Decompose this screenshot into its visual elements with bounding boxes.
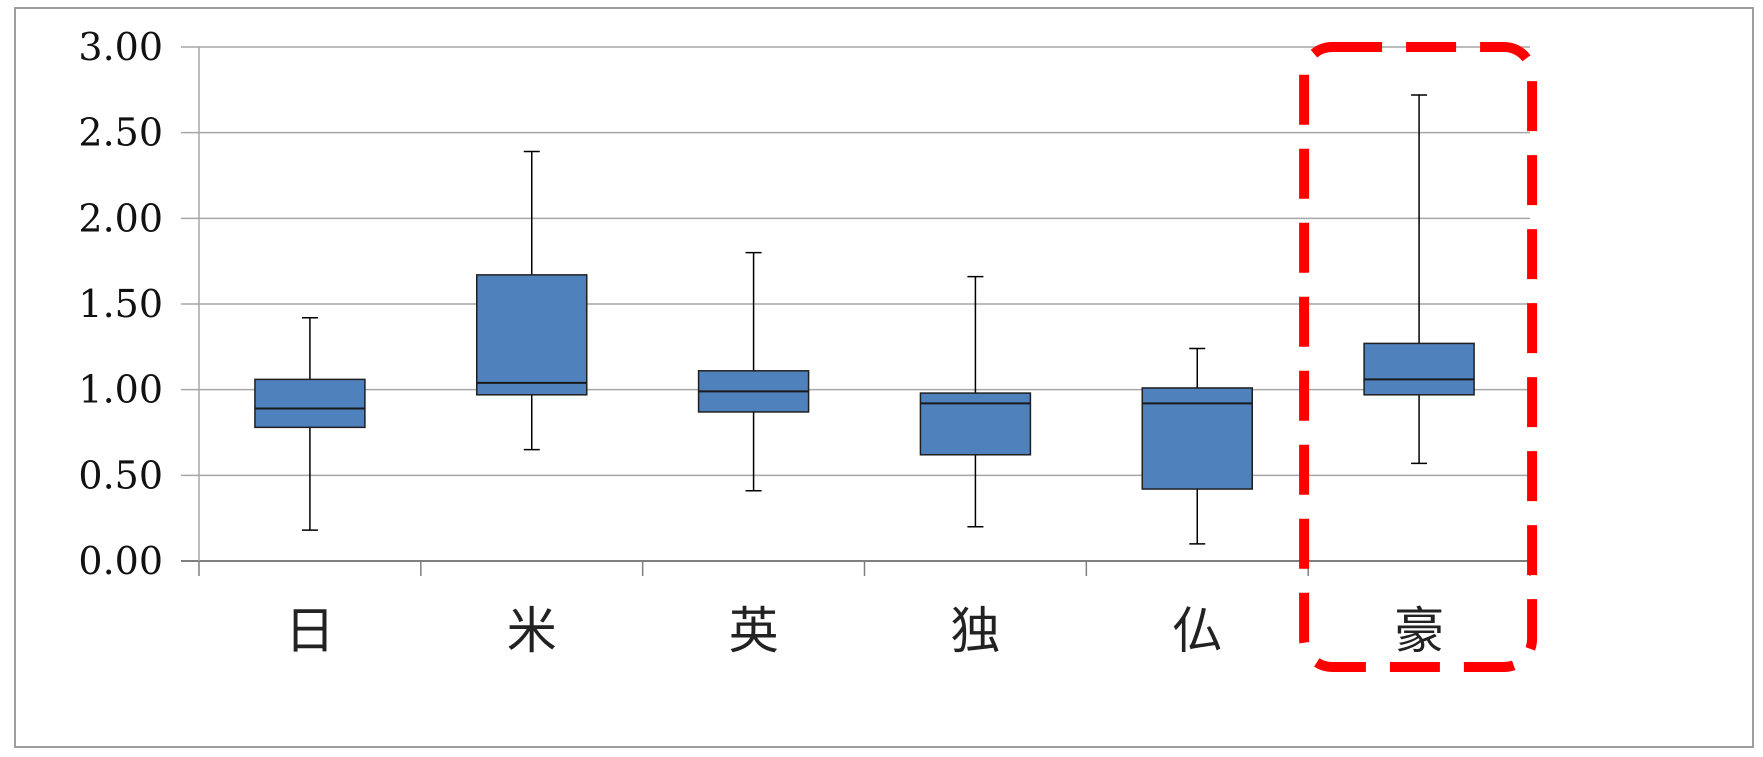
highlight-box <box>1299 42 1538 672</box>
y-tick-label: 3.00 <box>78 25 163 69</box>
category-label: 英 <box>729 602 779 660</box>
box-iqr <box>476 274 588 396</box>
box-iqr <box>1363 342 1475 396</box>
y-tick-label: 1.00 <box>78 368 163 412</box>
y-tick-label: 1.50 <box>78 282 163 326</box>
category-label: 豪 <box>1394 602 1444 660</box>
box-iqr <box>919 392 1032 456</box>
y-tick-label: 2.00 <box>78 196 163 240</box>
category-label: 独 <box>950 602 1000 660</box>
box-iqr <box>254 378 366 429</box>
y-tick-label: 0.00 <box>78 539 163 583</box>
category-label: 仏 <box>1172 602 1222 660</box>
y-tick-label: 0.50 <box>78 453 163 497</box>
category-label: 米 <box>507 602 557 660</box>
y-tick-label: 2.50 <box>78 111 163 155</box>
category-label: 日 <box>285 602 335 660</box>
box-iqr <box>1141 387 1253 490</box>
